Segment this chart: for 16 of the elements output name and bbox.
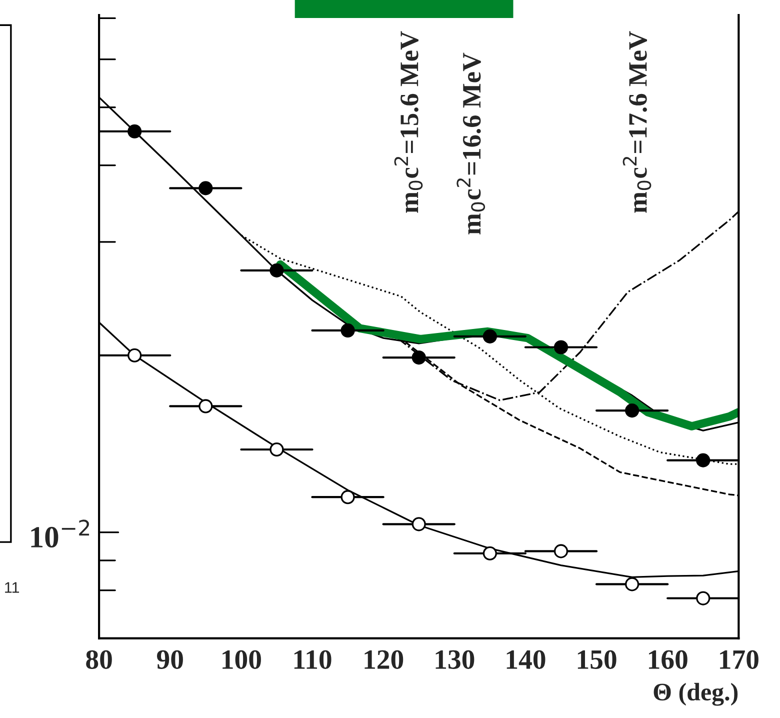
x-tick-label: 170: [720, 650, 758, 669]
x-tick-label: 100: [222, 650, 261, 669]
x-tick-label: 160: [648, 650, 688, 669]
text: 10$^{−2}$: [31, 520, 90, 548]
x-tick-label: 130: [436, 650, 474, 669]
x-tick-label: 150: [578, 650, 616, 669]
x-tick-label: 110: [294, 650, 332, 669]
x-tick-label: 140: [506, 650, 546, 669]
x-axis-title: Θ (deg.): [654, 682, 738, 706]
x-tick-label: 120: [364, 650, 404, 669]
annotation: m$_{0}$c$^{2}$=17.6 MeV: [622, 31, 652, 213]
annotation: m$_{0}$c$^{2}$=15.6 MeV: [394, 31, 423, 213]
text: 11: [5, 582, 20, 593]
x-tick-label: 80: [86, 650, 112, 669]
annotation: m$_{0}$c$^{2}$=16.6 MeV: [456, 52, 486, 234]
x-tick-label: 90: [156, 650, 183, 669]
